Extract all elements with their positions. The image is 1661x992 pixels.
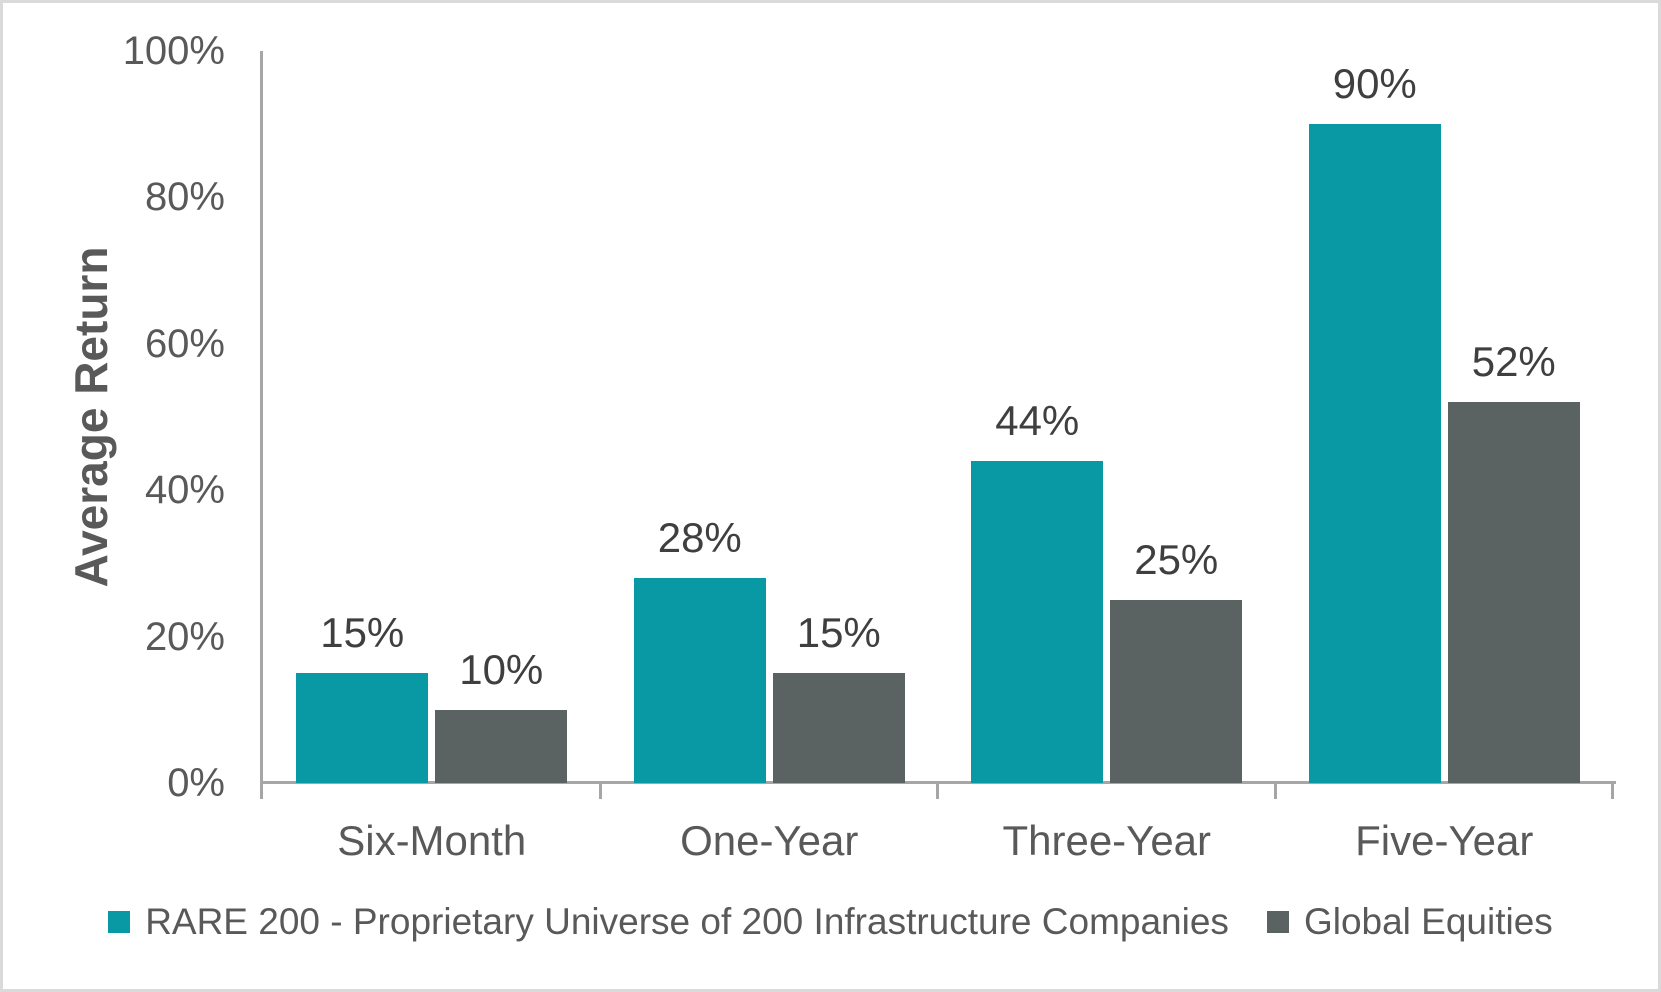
legend-swatch-global-equities xyxy=(1266,911,1289,933)
legend-label-global-equities: Global Equities xyxy=(1303,901,1553,942)
value-label-global-equities-three-year: 25% xyxy=(1134,536,1219,583)
bar-global-equities-six-month xyxy=(435,710,568,783)
value-label-rare-200-six-month: 15% xyxy=(320,609,405,656)
legend-item-global-equities: Global Equities xyxy=(1266,901,1553,943)
bar-global-equities-five-year xyxy=(1447,402,1580,783)
legend-swatch-rare-200 xyxy=(108,911,131,933)
x-category-label-six-month: Six-Month xyxy=(337,817,527,864)
value-label-rare-200-three-year: 44% xyxy=(995,397,1080,444)
y-axis-title: Average Return xyxy=(65,246,117,588)
legend-item-rare-200: RARE 200 - Proprietary Universe of 200 I… xyxy=(108,901,1229,943)
bar-global-equities-one-year xyxy=(772,673,905,783)
legend: RARE 200 - Proprietary Universe of 200 I… xyxy=(3,901,1658,943)
value-label-rare-200-one-year: 28% xyxy=(657,514,742,561)
x-category-label-five-year: Five-Year xyxy=(1355,817,1534,864)
y-tick-label: 100% xyxy=(122,29,225,73)
bar-rare-200-one-year xyxy=(633,578,766,783)
value-label-global-equities-five-year: 52% xyxy=(1471,338,1556,385)
y-tick-label: 60% xyxy=(144,321,225,366)
bar-rare-200-five-year xyxy=(1308,124,1441,783)
bar-global-equities-three-year xyxy=(1110,600,1243,783)
y-axis-line xyxy=(260,51,263,799)
value-label-rare-200-five-year: 90% xyxy=(1332,60,1417,107)
value-label-global-equities-six-month: 10% xyxy=(459,646,544,693)
y-tick-label: 40% xyxy=(144,468,225,513)
bar-rare-200-three-year xyxy=(971,461,1104,783)
x-axis-tick xyxy=(936,784,939,799)
x-axis-line xyxy=(260,781,1616,784)
legend-label-rare-200: RARE 200 - Proprietary Universe of 200 I… xyxy=(145,901,1229,942)
x-axis-tick xyxy=(1611,784,1614,799)
y-tick-label: 0% xyxy=(167,761,225,805)
x-category-label-one-year: One-Year xyxy=(680,817,859,864)
bar-rare-200-six-month xyxy=(296,673,429,783)
x-category-label-three-year: Three-Year xyxy=(1002,817,1212,864)
y-tick-label: 20% xyxy=(144,614,225,659)
y-tick-label: 80% xyxy=(144,175,225,220)
value-label-global-equities-one-year: 15% xyxy=(796,609,881,656)
x-axis-tick xyxy=(1273,784,1277,799)
x-axis-tick xyxy=(598,784,602,799)
